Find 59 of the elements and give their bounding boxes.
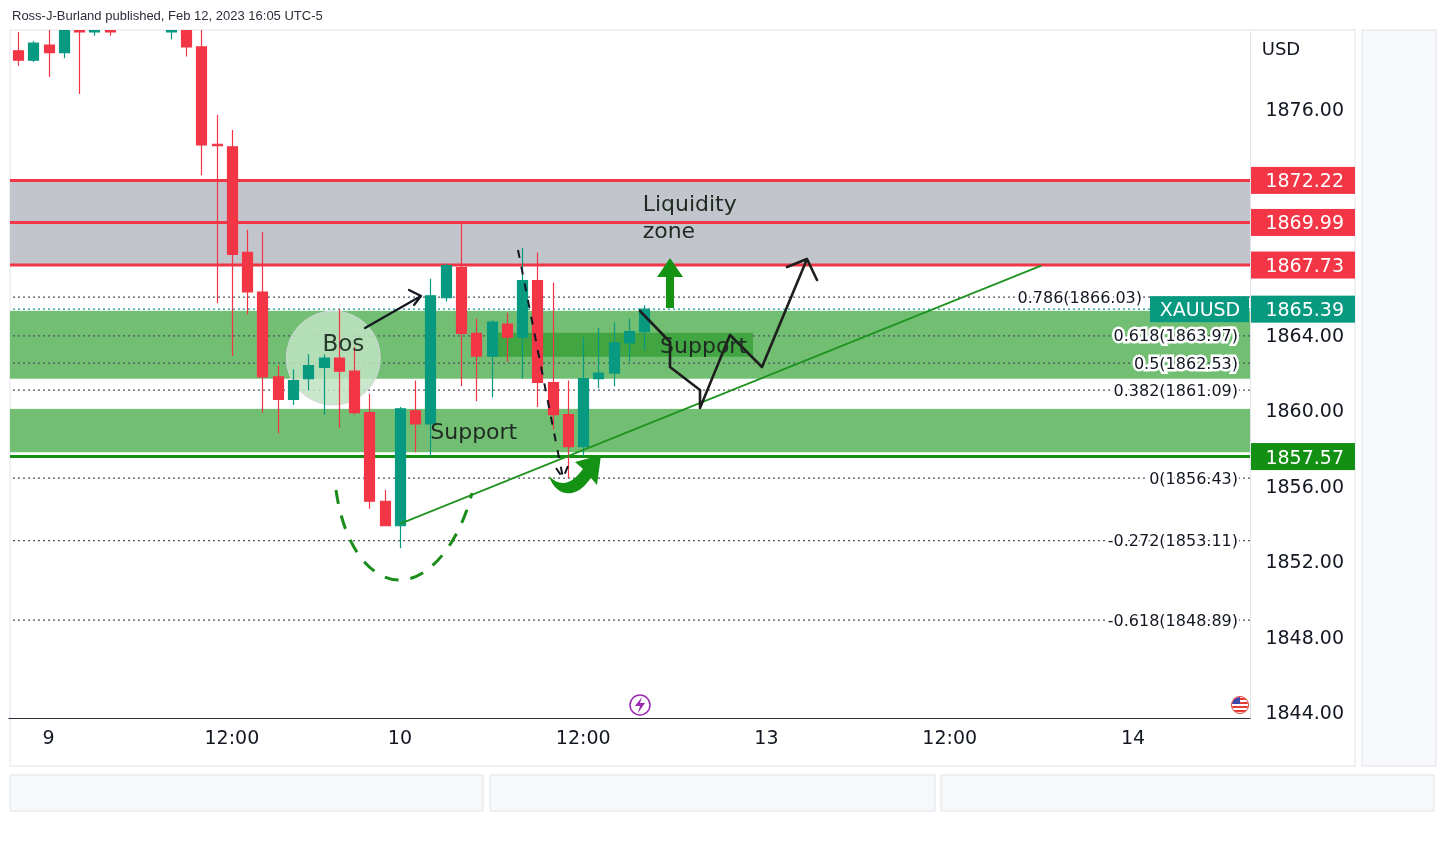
candlestick xyxy=(379,489,392,527)
candlestick xyxy=(180,30,193,57)
candlestick xyxy=(302,353,315,391)
candlestick xyxy=(394,406,407,549)
chart-title: Ross-J-Burland published, Feb 12, 2023 16:05 UTC-5 xyxy=(12,8,323,23)
annotation: XAUUSD xyxy=(1159,298,1241,321)
candlestick xyxy=(409,380,422,453)
candlestick xyxy=(363,393,376,510)
x-tick-label: 12:00 xyxy=(204,726,260,749)
x-tick-label: 13 xyxy=(754,726,779,749)
candlestick xyxy=(73,30,86,95)
candlestick xyxy=(287,368,300,406)
candlestick xyxy=(318,353,331,416)
ref-line-label: -0.618(1848.89) xyxy=(1107,610,1238,630)
ref-line-label: 0(1856.43) xyxy=(1149,468,1238,488)
y-tick-label: 1844.00 xyxy=(1265,700,1344,723)
candlestick xyxy=(58,30,71,59)
x-tick-label: 12:00 xyxy=(922,726,978,749)
candlestick xyxy=(195,30,208,176)
band-label: Liquidity zone xyxy=(642,191,737,244)
x-tick-label: 9 xyxy=(42,726,55,749)
y-tick-label: 1876.00 xyxy=(1265,97,1344,120)
candlestick xyxy=(43,30,56,78)
band-label: Support xyxy=(430,418,518,444)
candlestick xyxy=(440,263,453,303)
candlestick xyxy=(547,281,560,431)
y-tick-label: 1860.00 xyxy=(1265,399,1344,422)
candlestick xyxy=(470,317,483,402)
candlestick xyxy=(88,30,101,37)
y-tick-label: 1856.00 xyxy=(1265,474,1344,497)
ref-line-label: 1872.22 xyxy=(1265,169,1344,192)
ref-line-label: 1865.39 xyxy=(1265,298,1344,321)
ref-line-label: 0.5(1862.53) xyxy=(1133,353,1238,373)
y-axis-title: USD xyxy=(1261,38,1301,59)
candlestick xyxy=(272,364,285,434)
y-tick-label: 1848.00 xyxy=(1265,625,1344,648)
ref-line-label: 0.786(1866.03) xyxy=(1017,287,1142,307)
x-tick-label: 10 xyxy=(387,726,412,749)
x-tick-label: 14 xyxy=(1120,726,1146,749)
ref-line-label: 1867.73 xyxy=(1265,254,1344,277)
candlestick xyxy=(592,327,605,389)
y-tick-label: 1864.00 xyxy=(1265,323,1344,346)
candlestick xyxy=(577,336,590,457)
ref-line-label: 1869.99 xyxy=(1265,211,1344,234)
ref-line-label: 1857.57 xyxy=(1265,445,1344,468)
candlestick xyxy=(486,319,499,399)
candlestick xyxy=(27,40,40,63)
ref-line-label: -0.272(1853.11) xyxy=(1107,531,1238,551)
candlestick xyxy=(562,380,575,479)
y-tick-label: 1852.00 xyxy=(1265,550,1344,573)
candlestick xyxy=(623,317,636,363)
candlestick xyxy=(165,30,178,41)
ref-line-label: 0.382(1861.09) xyxy=(1113,380,1238,400)
candlestick xyxy=(501,312,514,363)
candlestick xyxy=(104,30,117,37)
ref-line-label: 0.618(1863.97) xyxy=(1113,326,1238,346)
candlestick xyxy=(12,31,25,67)
x-tick-label: 12:00 xyxy=(555,726,611,749)
candlestick xyxy=(608,321,621,387)
